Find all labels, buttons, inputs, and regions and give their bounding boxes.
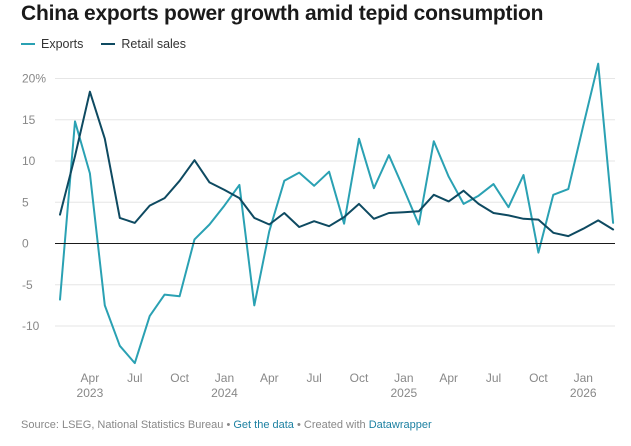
legend-item-exports: Exports [21,37,83,51]
grid-layer [55,78,615,327]
x-tick-label: Apr [81,371,100,385]
chart-title: China exports power growth amid tepid co… [21,2,544,25]
x-tick-label: Apr [260,371,279,385]
x-tick-label: Jul [486,371,501,385]
x-tick-label: Oct [529,371,548,385]
series-layer [59,62,615,365]
x-tick-label: Jul [306,371,321,385]
y-tick-label: 10 [22,154,36,168]
chart-footer: Source: LSEG, National Statistics Bureau… [21,419,432,431]
datawrapper-link[interactable]: Datawrapper [368,419,432,431]
y-tick-label: 0 [22,237,29,251]
x-tick-label: Apr [439,371,458,385]
legend-swatch-exports [21,43,35,45]
x-tick-label: Oct [350,371,369,385]
retail-sales-line [59,90,615,238]
chart-legend: Exports Retail sales [21,37,186,51]
legend-label-retail-sales: Retail sales [121,37,187,51]
x-tick-label: Jul [127,371,142,385]
x-tick-year-label: 2023 [77,386,104,400]
x-tick-year-label: 2025 [390,386,417,400]
y-tick-label: 15 [22,113,36,127]
footer-created-with: • Created with [293,419,369,431]
footer-source: Source: LSEG, National Statistics Bureau [21,419,224,431]
y-tick-label: -5 [22,278,33,292]
y-tick-label: 20% [22,72,46,86]
get-data-link[interactable]: Get the data [233,419,294,431]
x-tick-label: Oct [170,371,189,385]
x-tick-label: Jan [215,371,234,385]
legend-swatch-retail-sales [101,43,116,45]
y-tick-label: 5 [22,195,29,209]
x-tick-year-label: 2024 [211,386,238,400]
x-tick-label: Jan [394,371,413,385]
legend-item-retail-sales: Retail sales [101,37,186,51]
x-tick-year-label: 2026 [570,386,597,400]
footer-separator: • [223,419,234,431]
exports-line [59,62,615,365]
legend-label-exports: Exports [41,37,84,51]
x-tick-label: Jan [574,371,593,385]
y-tick-label: -10 [22,319,40,333]
